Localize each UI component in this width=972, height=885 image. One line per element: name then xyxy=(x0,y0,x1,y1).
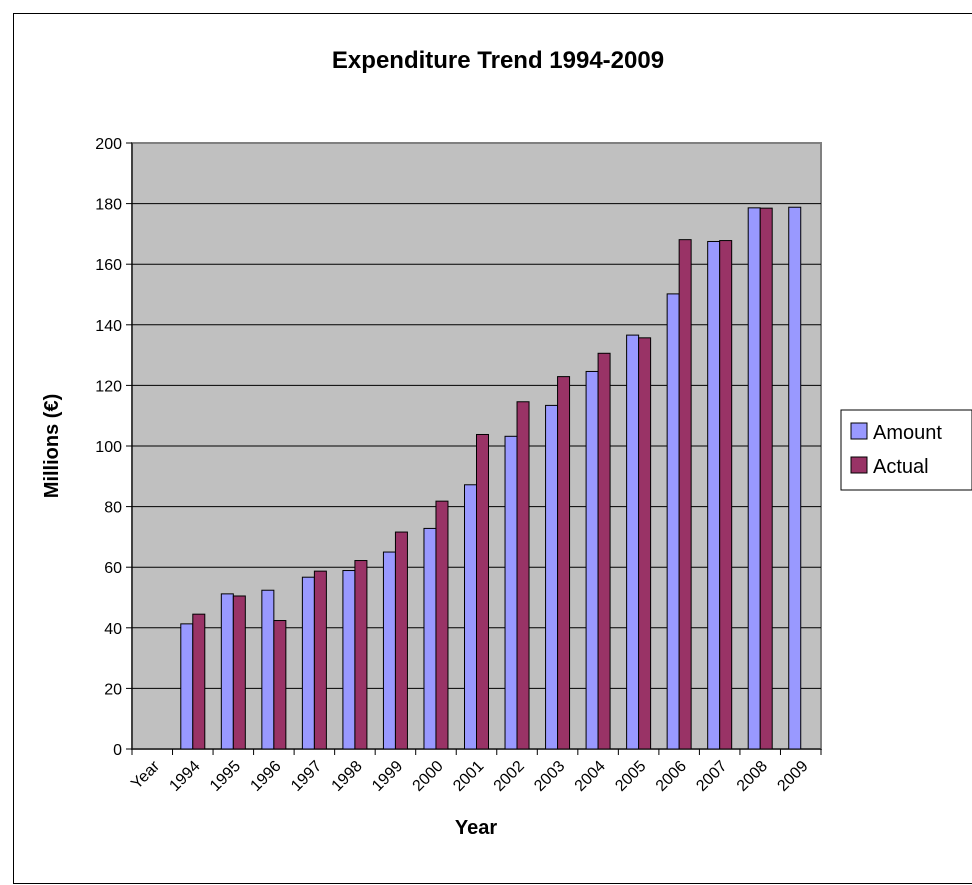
x-tick-label: 1996 xyxy=(247,758,284,795)
y-tick-label: 160 xyxy=(95,257,122,274)
x-tick-label: 2007 xyxy=(693,758,730,795)
legend: Amount Actual xyxy=(840,409,972,491)
x-tick-label: 2004 xyxy=(572,758,609,795)
bar-actual-2003 xyxy=(557,376,571,750)
chart-title: Expenditure Trend 1994-2009 xyxy=(332,47,664,74)
x-tick-label: Year xyxy=(128,757,163,792)
bar-amount-2002 xyxy=(504,435,518,750)
legend-swatch-amount xyxy=(850,422,868,440)
y-tick-label: 40 xyxy=(104,621,122,638)
bar-actual-1997 xyxy=(313,570,327,750)
bar-actual-2006 xyxy=(678,239,692,750)
bar-amount-2000 xyxy=(423,527,437,750)
y-tick-label: 120 xyxy=(95,378,122,395)
bar-actual-1998 xyxy=(354,560,368,750)
bar-amount-2005 xyxy=(626,334,640,750)
bar-actual-2000 xyxy=(435,500,449,750)
x-tick-label: 1997 xyxy=(288,758,325,795)
x-tick-label: 2005 xyxy=(612,758,649,795)
bar-actual-2002 xyxy=(516,401,530,750)
bar-amount-1998 xyxy=(342,570,356,750)
bar-amount-1997 xyxy=(301,576,315,750)
bar-actual-2004 xyxy=(597,352,611,750)
bar-amount-1994 xyxy=(180,623,194,750)
legend-label-actual: Actual xyxy=(873,456,929,478)
bar-actual-1995 xyxy=(232,595,246,750)
legend-swatch-actual xyxy=(850,456,868,474)
x-tick-label: 2006 xyxy=(653,758,690,795)
bar-amount-2008 xyxy=(747,207,761,750)
x-tick-label: 2002 xyxy=(491,758,528,795)
y-tick-label: 60 xyxy=(104,560,122,577)
y-tick-label: 200 xyxy=(95,136,122,153)
bar-amount-1996 xyxy=(261,589,275,750)
x-tick-label: 1998 xyxy=(329,758,366,795)
bar-actual-2001 xyxy=(476,433,489,750)
bar-actual-1994 xyxy=(192,613,206,750)
bars xyxy=(180,206,802,750)
bar-amount-1999 xyxy=(382,551,396,750)
bar-amount-2003 xyxy=(545,404,559,750)
x-tick-label: 2008 xyxy=(734,758,771,795)
x-tick-label: 2003 xyxy=(531,758,568,795)
x-tick-label: 1995 xyxy=(207,758,244,795)
bar-actual-1996 xyxy=(273,620,287,750)
x-tick-label: 2001 xyxy=(450,758,487,795)
bar-actual-2005 xyxy=(638,337,652,750)
bar-actual-2007 xyxy=(719,240,733,750)
y-tick-label: 180 xyxy=(95,197,122,214)
y-tick-label: 20 xyxy=(104,681,122,698)
y-tick-label: 100 xyxy=(95,439,122,456)
bar-amount-2007 xyxy=(707,240,721,750)
bar-amount-2001 xyxy=(464,484,477,750)
y-tick-label: 0 xyxy=(113,742,122,759)
x-tick-label: 1994 xyxy=(166,758,203,795)
x-tick-label: 1999 xyxy=(369,758,406,795)
y-tick-label: 140 xyxy=(95,318,122,335)
y-axis-title: Millions (€) xyxy=(41,394,63,498)
bar-amount-1995 xyxy=(220,593,234,750)
y-tick-label: 80 xyxy=(104,500,122,517)
x-tick-label: 2009 xyxy=(774,758,811,795)
x-tick-label: 2000 xyxy=(410,758,447,795)
bar-actual-1999 xyxy=(394,531,408,750)
bar-amount-2009 xyxy=(788,206,802,750)
legend-label-amount: Amount xyxy=(873,422,942,444)
x-axis-title: Year xyxy=(455,817,497,839)
bar-amount-2006 xyxy=(666,293,680,750)
bar-actual-2008 xyxy=(759,207,773,750)
bar-amount-2004 xyxy=(585,370,599,750)
